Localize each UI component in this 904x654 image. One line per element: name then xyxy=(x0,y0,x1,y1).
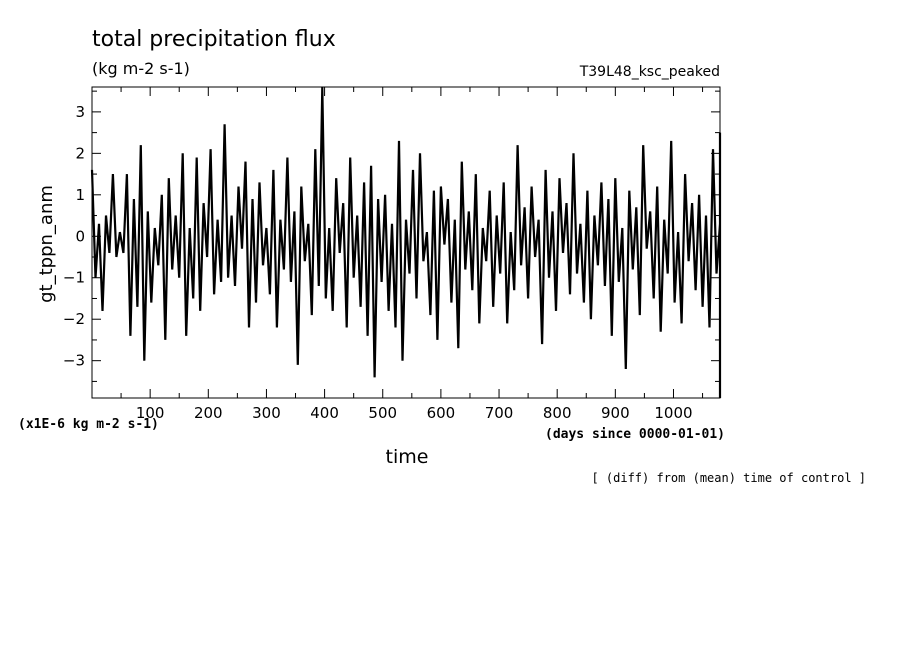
run-label: T39L48_ksc_peaked xyxy=(579,64,720,80)
x-axis-label: time xyxy=(386,446,429,468)
chart-units: (kg m-2 s-1) xyxy=(92,59,190,78)
y-tick-label: 3 xyxy=(75,103,85,121)
y-tick-label: −3 xyxy=(63,352,85,370)
footnote: [ (diff) from (mean) time of control ] xyxy=(591,471,866,485)
x-tick-label: 900 xyxy=(601,404,630,422)
plot-area: 100 200 300 400 500 600 700 800 900 1000 −3 −2 −1 0 1 2… xyxy=(63,86,722,422)
x-tick-label: 200 xyxy=(194,404,223,422)
y-tick-label: −1 xyxy=(63,269,85,287)
y-tick-label: 2 xyxy=(75,144,85,162)
y-scale-label: (x1E-6 kg m-2 s-1) xyxy=(18,417,159,432)
y-tick-label: 0 xyxy=(75,227,85,245)
x-tick-label: 100 xyxy=(136,404,165,422)
chart-title: total precipitation flux xyxy=(92,27,336,52)
x-tick-label: 1000 xyxy=(654,404,692,422)
x-tick-label: 500 xyxy=(368,404,397,422)
x-tick-label: 700 xyxy=(485,404,514,422)
y-tick-label: −2 xyxy=(63,310,85,328)
x-tick-label: 300 xyxy=(252,404,281,422)
x-units-label: (days since 0000-01-01) xyxy=(545,427,725,442)
y-axis-label: gt_tppn_anm xyxy=(36,185,57,303)
x-tick-label: 600 xyxy=(427,404,456,422)
x-tick-label: 400 xyxy=(310,404,339,422)
series-line-0 xyxy=(90,86,722,398)
x-tick-label: 800 xyxy=(543,404,572,422)
y-tick-label: 1 xyxy=(75,186,85,204)
